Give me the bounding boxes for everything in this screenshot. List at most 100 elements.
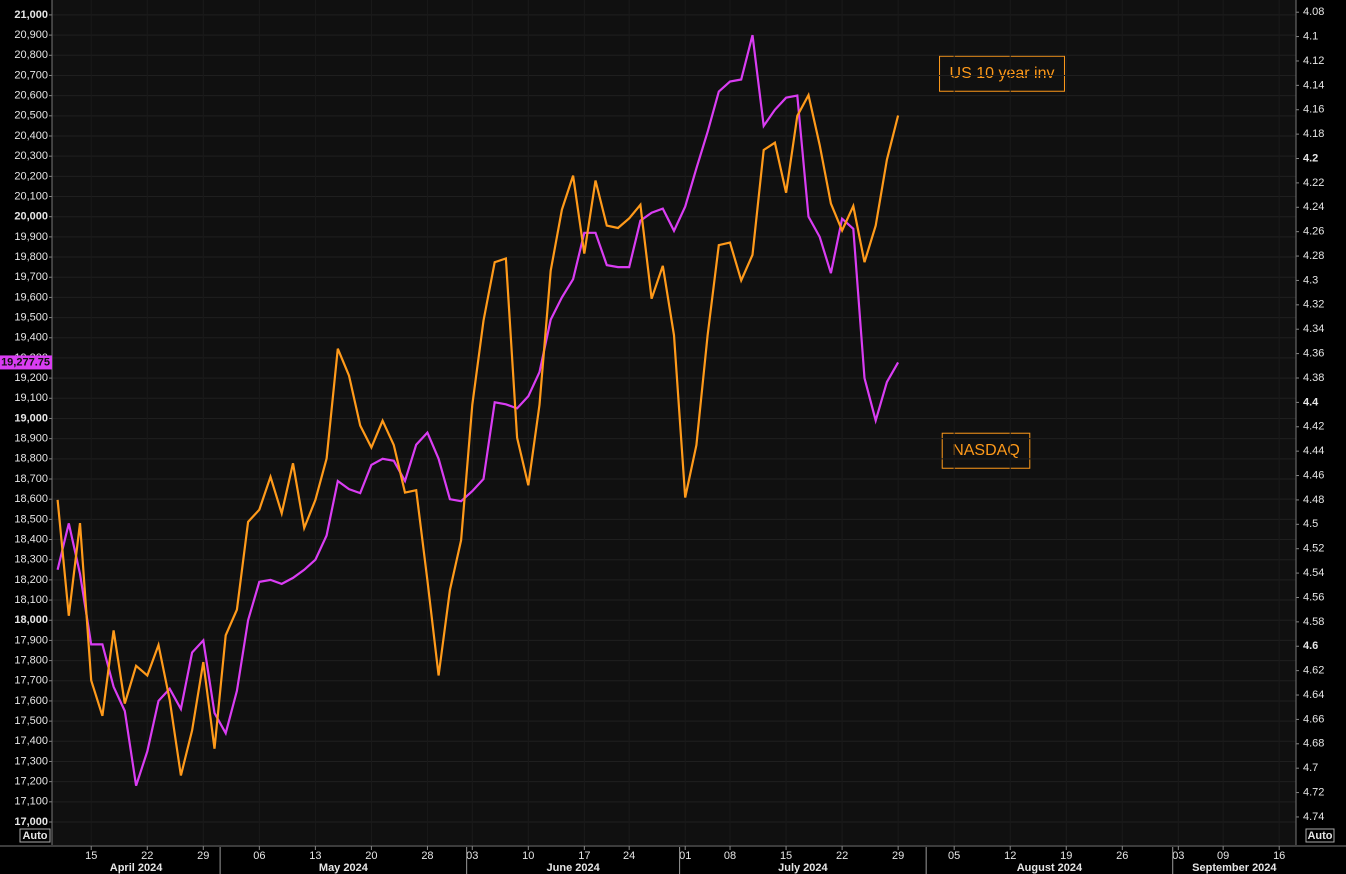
y-tick-label: 17,400 — [14, 735, 48, 747]
y-tick-label: 19,100 — [14, 392, 48, 404]
y-tick-label: 20,200 — [14, 170, 48, 182]
y2-tick-label: 4.3 — [1303, 274, 1318, 286]
y-tick-label: 18,200 — [14, 574, 48, 586]
annotation-box — [939, 55, 1065, 92]
x-tick-label: 03 — [466, 850, 478, 862]
y2-tick-label: 4.12 — [1303, 55, 1324, 67]
y-tick-label: 18,000 — [14, 614, 48, 626]
y2-tick-label: 4.2 — [1303, 152, 1318, 164]
y-tick-label: 20,900 — [14, 29, 48, 41]
x-tick-label: 12 — [1004, 850, 1016, 862]
x-tick-label: 06 — [253, 850, 265, 862]
y2-tick-label: 4.08 — [1303, 6, 1324, 18]
y-tick-label: 18,300 — [14, 554, 48, 566]
axis-mode-label: Auto — [22, 830, 47, 842]
last-value-tag — [0, 355, 52, 370]
x-tick-label: 15 — [85, 850, 97, 862]
y2-tick-label: 4.64 — [1303, 689, 1324, 701]
y-tick-label: 20,500 — [14, 110, 48, 122]
y2-tick-label: 4.1 — [1303, 30, 1318, 42]
y-tick-label: 20,300 — [14, 150, 48, 162]
y-tick-label: 17,600 — [14, 695, 48, 707]
x-tick-label: 19 — [1060, 850, 1072, 862]
x-tick-label: 17 — [578, 850, 590, 862]
y-tick-label: 19,200 — [14, 372, 48, 384]
y2-tick-label: 4.66 — [1303, 713, 1324, 725]
y-tick-label: 21,000 — [14, 9, 48, 21]
y2-tick-label: 4.36 — [1303, 348, 1324, 360]
y2-tick-label: 4.7 — [1303, 762, 1318, 774]
y2-tick-label: 4.6 — [1303, 640, 1318, 652]
x-tick-label: 01 — [679, 850, 691, 862]
grid — [52, 0, 1296, 845]
x-tick-label: 09 — [1217, 850, 1229, 862]
y2-tick-label: 4.46 — [1303, 469, 1324, 481]
y2-tick-label: 4.44 — [1303, 445, 1324, 457]
y2-tick-label: 4.72 — [1303, 786, 1324, 798]
y2-tick-label: 4.54 — [1303, 567, 1324, 579]
annotation: US 10 year inv — [950, 65, 1055, 82]
x-tick-label: 29 — [197, 850, 209, 862]
y2-tick-label: 4.18 — [1303, 128, 1324, 140]
series-line — [56, 34, 900, 787]
y-tick-label: 19,700 — [14, 271, 48, 283]
x-tick-label: 13 — [309, 850, 321, 862]
y-tick-label: 19,500 — [14, 311, 48, 323]
y2-tick-label: 4.5 — [1303, 518, 1318, 530]
x-tick-label: 28 — [421, 850, 433, 862]
y-tick-label: 18,700 — [14, 473, 48, 485]
y-tick-label: 17,500 — [14, 715, 48, 727]
y2-tick-label: 4.24 — [1303, 201, 1324, 213]
y-tick-label: 20,100 — [14, 190, 48, 202]
month-label: June 2024 — [547, 862, 601, 874]
y-tick-label: 19,400 — [14, 332, 48, 344]
y-tick-label: 20,600 — [14, 90, 48, 102]
x-tick-label: 22 — [141, 850, 153, 862]
y-tick-label: 19,800 — [14, 251, 48, 263]
y-tick-label: 17,700 — [14, 675, 48, 687]
x-tick-label: 16 — [1273, 850, 1285, 862]
y-tick-label: 18,100 — [14, 594, 48, 606]
y2-tick-label: 4.28 — [1303, 250, 1324, 262]
plot-area — [52, 0, 1296, 845]
y2-tick-label: 4.48 — [1303, 494, 1324, 506]
month-label: July 2024 — [778, 862, 828, 874]
y2-tick-label: 4.14 — [1303, 79, 1324, 91]
y-tick-label: 17,200 — [14, 776, 48, 788]
x-tick-label: 15 — [780, 850, 792, 862]
y2-tick-label: 4.38 — [1303, 372, 1324, 384]
axis-mode-box — [19, 828, 51, 843]
y-tick-label: 20,700 — [14, 69, 48, 81]
y-tick-label: 19,900 — [14, 231, 48, 243]
y-tick-label: 19,000 — [14, 412, 48, 424]
x-tick-label: 26 — [1116, 850, 1128, 862]
y-tick-label: 18,600 — [14, 493, 48, 505]
y-tick-label: 17,800 — [14, 654, 48, 666]
y2-tick-label: 4.32 — [1303, 299, 1324, 311]
y-tick-label: 20,000 — [14, 211, 48, 223]
y2-tick-label: 4.16 — [1303, 104, 1324, 116]
x-tick-label: 05 — [948, 850, 960, 862]
annotation: NASDAQ — [952, 442, 1020, 459]
annotation-box — [941, 432, 1031, 469]
y2-tick-label: 4.74 — [1303, 811, 1324, 823]
x-tick-label: 22 — [836, 850, 848, 862]
y2-tick-label: 4.4 — [1303, 396, 1319, 408]
y2-tick-label: 4.26 — [1303, 226, 1324, 238]
y2-tick-label: 4.22 — [1303, 177, 1324, 189]
x-tick-label: 20 — [365, 850, 377, 862]
y-tick-label: 17,900 — [14, 634, 48, 646]
y2-tick-label: 4.52 — [1303, 543, 1324, 555]
last-value-label: 19,277.75 — [1, 356, 50, 368]
y2-tick-label: 4.58 — [1303, 616, 1324, 628]
axis-mode-label: Auto — [1307, 830, 1332, 842]
y2-tick-label: 4.56 — [1303, 591, 1324, 603]
month-label: May 2024 — [319, 862, 369, 874]
y-tick-label: 18,900 — [14, 433, 48, 445]
y-tick-label: 19,600 — [14, 291, 48, 303]
month-label: September 2024 — [1192, 862, 1277, 874]
y-tick-label: 17,100 — [14, 796, 48, 808]
y-tick-label: 20,800 — [14, 49, 48, 61]
month-label: April 2024 — [110, 862, 163, 874]
